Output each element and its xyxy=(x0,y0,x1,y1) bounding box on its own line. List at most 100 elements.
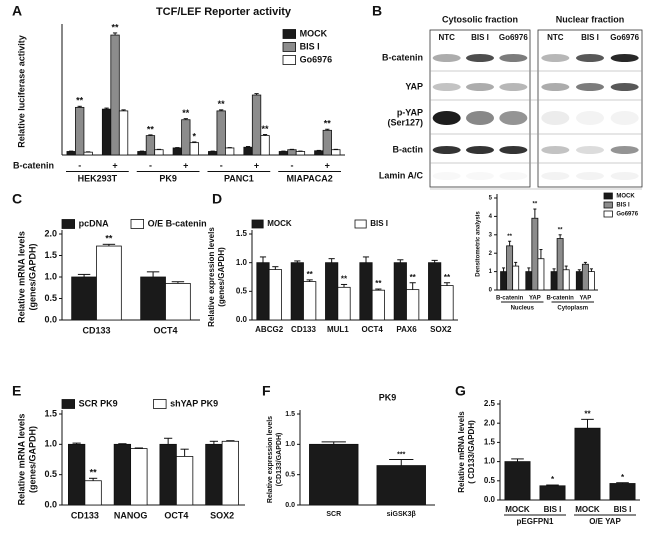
y-axis-label: Relative mRNA levels xyxy=(16,414,26,506)
bar xyxy=(172,147,182,156)
significance: ** xyxy=(218,99,226,109)
legend-label: SCR PK9 xyxy=(79,398,118,408)
bar xyxy=(68,443,86,506)
x-tick-label: MOCK xyxy=(575,505,600,514)
x-tick-label: siGSK3β xyxy=(387,511,417,518)
y-tick-label: 1.0 xyxy=(236,258,248,267)
bar xyxy=(504,461,531,501)
bar xyxy=(205,443,223,506)
y-axis-label: Relative expression levels xyxy=(207,227,216,327)
bar xyxy=(331,149,341,156)
group-label: pEGFPN1 xyxy=(517,517,554,526)
bar xyxy=(175,456,194,506)
legend-label: Go6976 xyxy=(300,54,333,64)
panel-letter: F xyxy=(262,383,271,399)
x-tick-label: CD133 xyxy=(82,325,110,335)
bar xyxy=(181,119,191,156)
y-tick-label: 1.0 xyxy=(44,439,57,449)
y-tick-label: 0.5 xyxy=(44,293,57,303)
bar xyxy=(118,110,129,156)
bar xyxy=(322,129,332,156)
y-tick-label: 0.0 xyxy=(44,314,57,324)
x-tick-label: SOX2 xyxy=(430,325,452,334)
chart: 0 1 2 3 4 5 Densitometric analysis B-catenin ** Y… xyxy=(476,192,639,312)
significance: ** xyxy=(558,227,563,233)
y-tick-label: 0.5 xyxy=(44,469,57,479)
bar xyxy=(225,147,235,156)
bar xyxy=(500,271,507,291)
panel-letter: E xyxy=(12,383,21,399)
bar xyxy=(303,281,317,321)
bar xyxy=(260,135,270,156)
chart: G 0.0 0.5 1.0 1.5 2.0 2.5 Relative mRNA levels(… xyxy=(455,383,640,526)
lane-label: Go6976 xyxy=(610,33,639,42)
group-label: PK9 xyxy=(159,173,177,183)
blot-frame xyxy=(537,29,643,188)
bar xyxy=(581,263,589,291)
row-label: (Ser127) xyxy=(387,117,423,127)
significance: ** xyxy=(410,273,417,282)
y-axis-label: ( CD133/GAPDH) xyxy=(467,420,476,484)
x-tick-label: ABCG2 xyxy=(255,325,284,334)
significance: * xyxy=(193,131,197,141)
blot-band xyxy=(466,172,494,180)
lane-label: NTC xyxy=(547,33,564,42)
significance: *** xyxy=(397,451,405,458)
fraction-label: Nuclear fraction xyxy=(556,14,625,24)
bar xyxy=(137,151,147,156)
x-tick-label: SOX2 xyxy=(210,510,234,520)
legend-swatch xyxy=(603,192,613,200)
blot-band xyxy=(610,172,639,180)
x-tick-label: - xyxy=(220,160,223,170)
y-tick-label: 1.5 xyxy=(484,438,496,447)
bar xyxy=(309,443,359,506)
bar xyxy=(221,440,239,506)
legend-swatch xyxy=(282,42,297,52)
x-tick-label: MUL1 xyxy=(327,325,349,334)
bar xyxy=(113,443,132,506)
y-tick-label: 2.5 xyxy=(484,399,496,408)
y-tick-label: 0.0 xyxy=(236,315,248,324)
blot-band xyxy=(541,146,570,154)
y-tick-label: 2.0 xyxy=(484,418,496,427)
bar xyxy=(393,262,407,321)
bar xyxy=(154,149,164,156)
y-tick-label: 4 xyxy=(489,214,493,220)
x-tick-label: - xyxy=(78,160,81,170)
y-axis-label: (CD133/GAPDH) xyxy=(276,433,283,487)
blot-frame xyxy=(429,29,531,188)
bar xyxy=(512,265,520,291)
y-tick-label: 0.5 xyxy=(236,286,248,295)
significance: ** xyxy=(375,279,382,288)
bar xyxy=(295,151,306,156)
row-label: p-YAP xyxy=(397,107,423,117)
bar xyxy=(550,271,558,291)
bar xyxy=(325,262,339,321)
bar xyxy=(506,245,514,291)
significance: ** xyxy=(533,202,538,208)
significance: ** xyxy=(182,108,190,118)
chart: D 0.0 0.5 1.0 1.5 Relative expression levels(… xyxy=(207,191,458,334)
group-label: PANC1 xyxy=(224,173,254,183)
blot-band xyxy=(466,54,494,62)
chart-title: PK9 xyxy=(379,392,397,402)
chart: E 0.0 0.5 1.0 1.5 Relative mRNA levels (genes/… xyxy=(12,383,245,520)
y-tick-label: 0.0 xyxy=(484,495,496,504)
x-tick-label: SCR xyxy=(326,511,341,518)
blot-band xyxy=(541,54,570,62)
bar xyxy=(84,480,102,506)
row-label: YAP xyxy=(405,81,423,91)
significance: ** xyxy=(341,275,348,284)
blot-band xyxy=(610,111,639,125)
blot-band xyxy=(466,111,494,125)
x-tick-label: CD133 xyxy=(291,325,316,334)
x-axis-label: B-catenin xyxy=(13,160,54,170)
legend-label: O/E B-catenin xyxy=(148,218,207,228)
bar xyxy=(287,149,297,156)
bar xyxy=(337,286,351,321)
legend-label: BIS I xyxy=(300,41,320,51)
x-tick-label: NANOG xyxy=(114,510,148,520)
bar xyxy=(243,146,253,156)
group-label: HEK293T xyxy=(78,173,118,183)
bar xyxy=(314,150,324,156)
